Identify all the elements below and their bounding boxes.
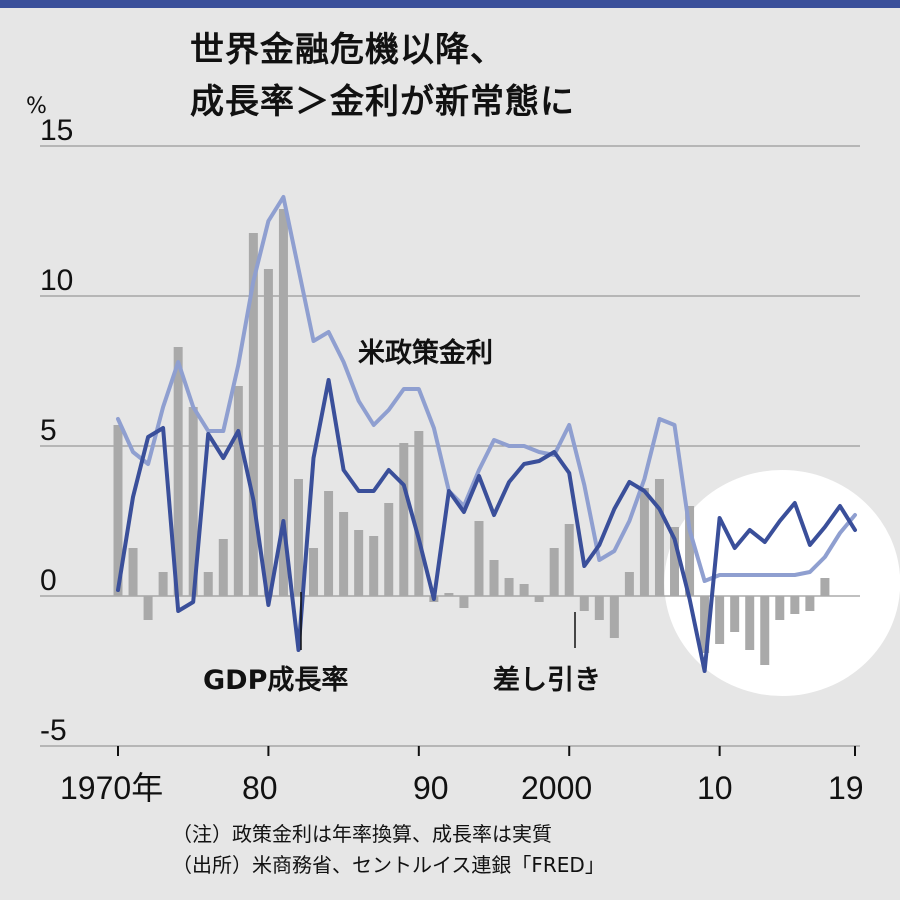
y-tick-label: -5: [40, 714, 67, 747]
bar-difference: [233, 386, 243, 596]
y-tick-label: 15: [40, 114, 73, 147]
chart-title-line1: 世界金融危機以降、: [190, 30, 505, 70]
x-tick-label: 2000: [521, 770, 592, 806]
bar-difference: [369, 536, 379, 596]
label-policy-rate: 米政策金利: [358, 337, 493, 369]
bar-difference: [444, 593, 454, 596]
bar-difference: [173, 347, 183, 596]
bar-difference: [278, 209, 288, 596]
bar-difference: [654, 479, 664, 596]
bar-difference: [609, 596, 619, 638]
bar-difference: [459, 596, 469, 608]
y-tick-label: 5: [40, 414, 57, 447]
bar-difference: [700, 596, 710, 653]
bar-difference: [414, 431, 424, 596]
bar-difference: [564, 524, 574, 596]
y-tick-label: 10: [40, 264, 73, 297]
line-policy-rate: [116, 195, 857, 583]
bar-difference: [143, 596, 153, 620]
bar-difference: [775, 596, 785, 620]
bar-difference: [534, 596, 544, 602]
bar-difference: [218, 539, 228, 596]
chart-title-line2: 成長率＞金利が新常態に: [190, 82, 575, 122]
bar-difference: [324, 491, 334, 596]
x-tick-label: 1970年: [60, 770, 163, 806]
bar-difference: [128, 548, 138, 596]
x-tick-label: 19: [828, 770, 864, 806]
bar-difference: [248, 233, 258, 596]
x-tick-label: 10: [697, 770, 733, 806]
bar-difference: [715, 596, 725, 644]
bar-difference: [158, 572, 168, 596]
bar-difference: [203, 572, 213, 596]
bar-difference: [399, 443, 409, 596]
bar-difference: [594, 596, 604, 620]
bar-difference: [670, 527, 680, 596]
bar-difference: [474, 521, 484, 596]
bar-difference: [790, 596, 800, 614]
bar-difference: [384, 503, 394, 596]
footnote-source: （出所）米商務省、セントルイス連銀「FRED」: [172, 853, 605, 877]
label-difference: 差し引き: [493, 664, 601, 696]
label-gdp-growth: GDP成長率: [203, 664, 348, 696]
line-gdp-growth: [116, 378, 857, 673]
bar-difference: [519, 584, 529, 596]
post-crisis-highlight-circle: [664, 470, 900, 696]
bar-difference: [685, 506, 695, 596]
bar-difference: [489, 560, 499, 596]
bar-difference: [263, 269, 273, 596]
x-tick-label: 90: [413, 770, 449, 806]
top-accent-bar: [0, 0, 900, 8]
bar-difference: [188, 407, 198, 596]
bar-difference: [339, 512, 349, 596]
bar-difference: [504, 578, 514, 596]
bar-difference: [293, 479, 303, 596]
footnote-note: （注）政策金利は年率換算、成長率は実質: [172, 822, 552, 846]
bar-difference: [745, 596, 755, 650]
bar-difference: [624, 572, 634, 596]
bar-difference: [549, 548, 559, 596]
bar-difference: [730, 596, 740, 632]
bar-difference: [309, 548, 319, 596]
x-tick-label: 80: [242, 770, 278, 806]
bar-difference: [579, 596, 589, 611]
y-tick-label: 0: [40, 564, 57, 597]
bar-difference: [805, 596, 815, 611]
bar-difference: [639, 488, 649, 596]
bar-difference: [354, 530, 364, 596]
bar-difference: [760, 596, 770, 665]
bar-difference: [820, 578, 830, 596]
bar-difference: [113, 425, 123, 596]
y-axis-unit-label: %: [26, 94, 47, 119]
